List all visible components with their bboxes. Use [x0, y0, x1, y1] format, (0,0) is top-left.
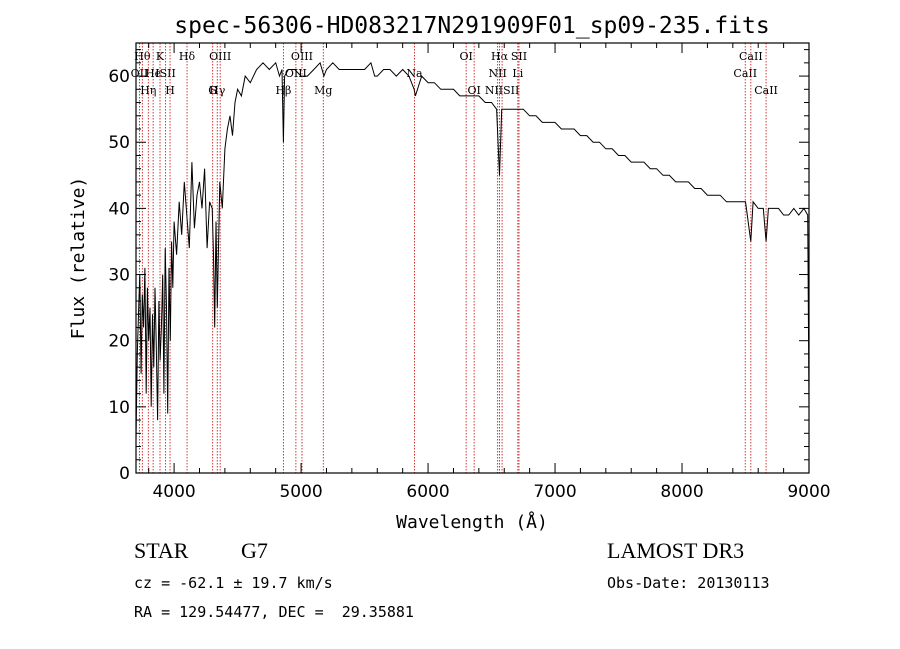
y-tick-label: 20: [108, 332, 130, 352]
line-marker-label: CaII: [733, 67, 757, 80]
line-marker-label: CaII: [739, 50, 763, 63]
x-tick-label: 9000: [787, 482, 830, 502]
line-marker-label: He: [145, 67, 161, 80]
line-marker-label: NIISII: [485, 84, 520, 97]
x-tick-label: 6000: [406, 482, 449, 502]
coordinates-readout: RA = 129.54477, DEC = 29.35881: [134, 603, 414, 621]
line-marker-label: CaII: [754, 84, 778, 97]
y-tick-label: 30: [108, 266, 130, 286]
obs-date: Obs-Date: 20130113: [607, 574, 770, 592]
line-marker-label: OI: [459, 50, 472, 63]
chart-title: spec-56306-HD083217N291909F01_sp09-235.f…: [174, 13, 769, 39]
emission-line-markers: OII Hθ Hη He K ISII H Hδ GHγ OIII Hβ OIII OIII Mg Na OI…: [131, 43, 778, 473]
line-marker-label: OIII: [285, 67, 307, 80]
line-marker-label: OII: [131, 67, 149, 80]
x-tick-label: 4000: [152, 482, 195, 502]
y-tick-label: 60: [108, 67, 130, 87]
line-marker-label: Na: [406, 67, 423, 80]
line-marker-label: OIII: [209, 50, 231, 63]
object-class: STAR: [134, 538, 189, 563]
line-marker-label: SII: [511, 50, 527, 63]
line-marker-label: Hδ: [179, 50, 196, 63]
line-marker-label: OIII: [291, 50, 313, 63]
y-tick-label: 50: [108, 133, 130, 153]
line-marker-label: H: [165, 84, 175, 97]
spectrum-line: [135, 61, 810, 440]
line-marker-label: NII: [488, 67, 506, 80]
line-marker-label: Hα: [491, 50, 509, 63]
line-marker-label: Hβ: [275, 84, 291, 97]
line-marker-label: K: [156, 50, 165, 63]
x-axis-label: Wavelength (Å): [396, 511, 548, 533]
object-subclass: G7: [241, 538, 268, 563]
x-tick-label: 8000: [660, 482, 703, 502]
line-marker-label: Mg: [314, 84, 332, 97]
y-tick-label: 10: [108, 398, 130, 418]
x-axis: 4000 5000 6000 7000 8000 9000: [148, 43, 831, 502]
line-marker-label: Hγ: [209, 84, 226, 97]
line-marker-label: G: [208, 84, 217, 97]
line-marker-label: ISII: [155, 67, 176, 80]
x-tick-label: 7000: [533, 482, 576, 502]
y-tick-label: 40: [108, 199, 130, 219]
line-marker-label: Hθ: [134, 50, 151, 63]
redshift-readout: cz = -62.1 ± 19.7 km/s: [134, 574, 333, 592]
x-tick-label: 5000: [279, 482, 322, 502]
plot-frame: [135, 42, 810, 474]
y-axis-label: Flux (relative): [68, 177, 89, 340]
line-marker-label: Li: [512, 67, 523, 80]
line-marker-label: Hη: [140, 84, 156, 97]
survey-name: LAMOST DR3: [607, 538, 745, 563]
y-axis: 0 10 20 30 40 50 60: [108, 49, 809, 484]
line-marker-label: OI: [467, 84, 480, 97]
y-tick-label: 0: [119, 464, 130, 484]
